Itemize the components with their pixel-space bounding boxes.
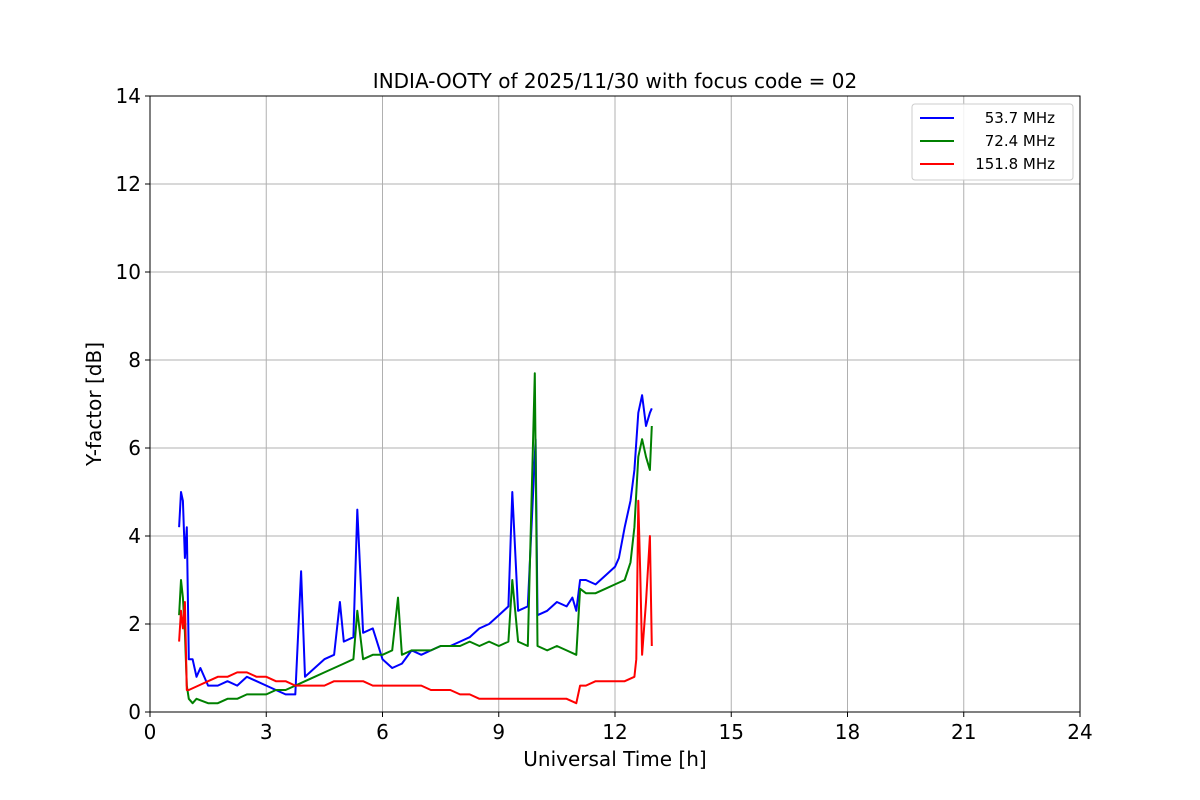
series-group xyxy=(178,372,653,705)
y-tick-label: 12 xyxy=(116,172,141,196)
x-tick-label: 6 xyxy=(376,720,389,744)
x-tick-label: 12 xyxy=(602,720,627,744)
legend-label: 72.4 MHz xyxy=(985,132,1055,150)
y-tick-label: 8 xyxy=(128,348,141,372)
x-tick-label: 18 xyxy=(835,720,860,744)
x-axis-title: Universal Time [h] xyxy=(523,747,706,771)
legend: 53.7 MHz 72.4 MHz 151.8 MHz xyxy=(911,103,1074,181)
x-tick-label: 9 xyxy=(492,720,505,744)
y-axis-title: Y-factor [dB] xyxy=(82,342,106,467)
x-tick-label: 3 xyxy=(260,720,273,744)
legend-label: 151.8 MHz xyxy=(975,155,1055,173)
y-tick-label: 10 xyxy=(116,260,141,284)
x-tick-label: 21 xyxy=(951,720,976,744)
x-tick-label: 15 xyxy=(719,720,744,744)
y-tick-label: 6 xyxy=(128,436,141,460)
legend-box xyxy=(911,103,1074,181)
y-tick-label: 14 xyxy=(116,84,141,108)
y-tick-label: 0 xyxy=(128,700,141,724)
series-line-1 xyxy=(178,394,653,696)
y-tick-label: 4 xyxy=(128,524,141,548)
x-tick-label: 24 xyxy=(1067,720,1092,744)
legend-label: 53.7 MHz xyxy=(985,109,1055,127)
y-tick-label: 2 xyxy=(128,612,141,636)
chart-title: INDIA-OOTY of 2025/11/30 with focus code… xyxy=(373,69,857,93)
series-line-2 xyxy=(178,372,653,705)
x-tick-label: 0 xyxy=(144,720,157,744)
series-line-3 xyxy=(178,499,653,705)
